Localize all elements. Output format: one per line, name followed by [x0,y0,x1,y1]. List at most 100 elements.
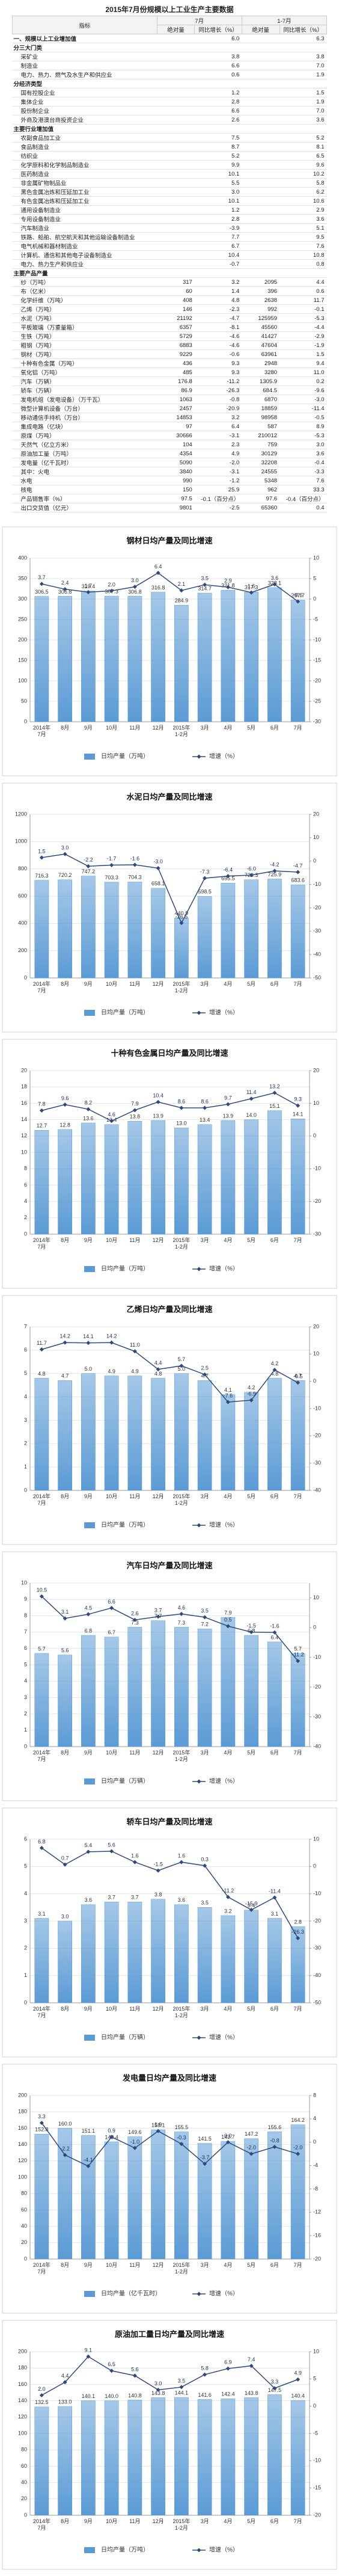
line-value-label: 2.0 [108,582,115,588]
bar [174,917,189,979]
cell: 3.8 [279,52,327,61]
line-value-label: 0.0 [224,2133,232,2139]
table-row: 分经济类型 [12,79,327,88]
x-tick-label: 2014年 7月 [32,1750,50,1762]
bar [104,882,119,979]
cell: 3.0 [279,440,327,449]
line-marker [86,1849,91,1854]
line-value-label: -0.6 [293,592,303,598]
x-tick-label: 9月 [84,1493,93,1499]
cell: 3.2 [194,413,242,422]
line-value-label: 5.6 [131,2366,139,2372]
y2-tick-label: -10 [313,1166,321,1172]
cell: 8.9 [279,422,327,431]
y-tick-label: 250 [18,616,27,622]
x-tick-label: 2014年 7月 [32,2006,50,2018]
line-value-label: 6.4 [154,564,162,570]
cell: 10.2 [279,169,327,179]
row-label: 电气机械和器材制造业 [12,241,157,251]
y-tick-label: 60 [21,2463,27,2469]
cell: 3280 [242,367,280,377]
bar [174,1127,189,1235]
line-value-label: 2.5 [201,1365,209,1371]
y-tick-label: 0 [24,2255,27,2261]
line-value-label: 5.8 [201,2365,209,2371]
x-tick-label: 12月 [152,1237,164,1243]
line-value-label: 14.2 [106,1333,117,1339]
line-value-label: -7.3 [200,868,210,875]
table-row: 主要产品产量 [12,268,327,278]
row-label: 制造业 [12,61,157,70]
x-tick-label: 4月 [224,2518,233,2524]
x-tick-label: 10月 [106,2518,118,2524]
chart-title: 发电量日均产量及同比增速 [122,2073,216,2082]
table-row: 平板玻璃（万重量箱） 6357 -8.1 45560 -4.4 [12,322,327,332]
line-marker [249,873,254,878]
table-row: 微型计算机设备（万台） 2457 -20.9 18859 -11.4 [12,404,327,413]
cell: 6.3 [279,34,327,43]
line-value-label: -4.7 [293,862,303,868]
table-row: 集体企业 2.8 1.9 [12,97,327,106]
y-tick-label: 160 [18,2125,27,2131]
bar-value-label: 6.8 [85,1628,93,1634]
cell: 9801 [157,503,195,512]
y-tick-label: 0 [24,718,27,724]
cell [242,34,280,43]
x-tick-label: 4月 [224,2006,233,2012]
line-marker [86,589,91,594]
row-label: 氧化铝（万吨） [12,367,157,377]
cell [194,79,242,88]
bar-value-label: 720.2 [58,872,72,878]
x-tick-label: 5月 [247,2006,256,2012]
line-value-label: 0.9 [108,2127,115,2133]
cell: 6.7 [194,241,242,251]
line-value-label: 11.4 [246,1089,257,1095]
cell: 2095 [242,277,280,287]
y2-tick-label: 0 [313,1133,316,1139]
bar-value-label: 5.0 [178,1366,186,1372]
x-tick-label: 10月 [106,1237,118,1243]
y2-tick-label: 20 [313,1323,319,1329]
y-tick-label: 180 [18,2365,27,2371]
cell: 8.7 [194,142,242,152]
y-tick-label: 80 [21,2447,27,2453]
line-value-label: 5.6 [108,1842,115,1848]
line-value-label: 1.6 [131,1852,139,1858]
row-label: 集成电路（亿块） [12,422,157,431]
x-tick-label: 5月 [247,725,256,731]
y-tick-label: 9 [24,1596,27,1602]
cell: 1.9 [279,97,327,106]
y-tick-label: 0 [24,1487,27,1493]
bar [174,2132,189,2260]
cell: 3840 [157,467,195,476]
cell: 4.4 [279,277,327,287]
y-tick-label: 1 [24,1464,27,1470]
line [41,1596,299,1662]
x-tick-label: 9月 [84,2262,93,2268]
line-marker [86,1341,91,1345]
bar-value-label: 747.2 [82,868,96,875]
bar [104,1376,119,1491]
cell: 992 [242,304,280,314]
y-tick-label: 100 [18,2430,27,2436]
x-tick-label: 8月 [61,1237,70,1243]
x-tick-label: 6月 [270,981,279,987]
row-label: 原煤（万吨） [12,431,157,440]
line-value-label: 13.2 [269,1083,280,1089]
y-tick-label: 8 [24,1612,27,1618]
bar [58,1655,72,1747]
cell [157,115,195,124]
legend-swatch [84,1266,95,1272]
line-value-label: 11.0 [130,1342,140,1348]
x-tick-label: 5月 [247,1493,256,1499]
bar [197,2399,212,2516]
chart-frame [2,1039,337,1289]
bar [197,1907,212,2003]
cell: 6.4 [194,422,242,431]
bar-value-label: 316.8 [151,585,165,591]
line-marker [63,1616,67,1621]
cell [242,223,280,233]
data-table: 指标 7月 1-7月 绝对量 同比增长（%） 绝对量 同比增长（%） 一、规模以… [12,16,328,512]
line-value-label: 3.1 [61,1609,69,1615]
